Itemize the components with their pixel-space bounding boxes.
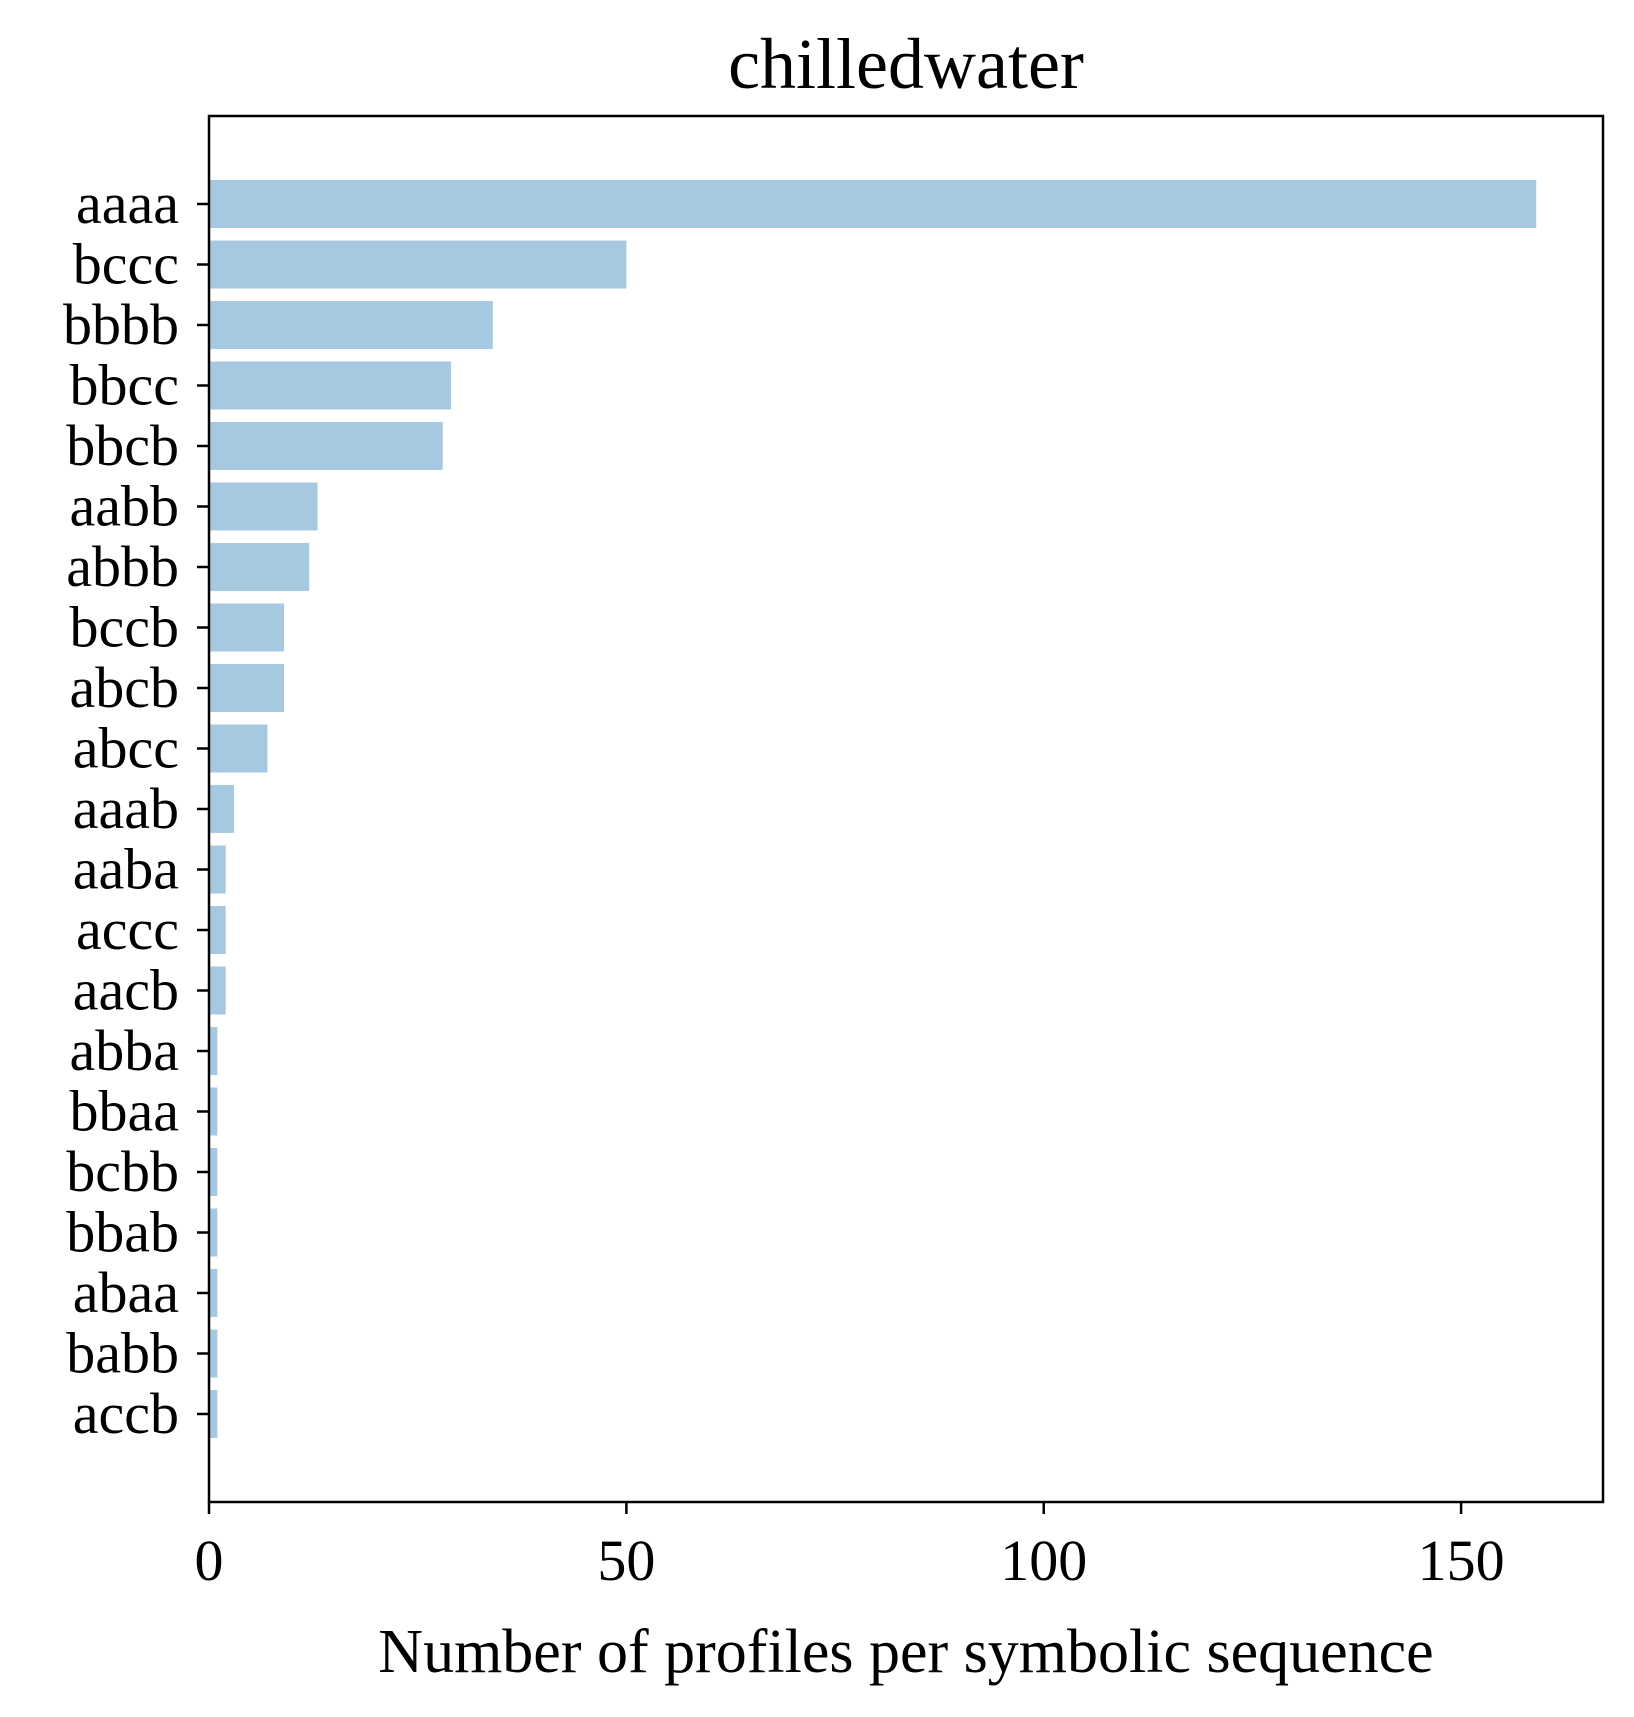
- y-tick-label: aaba: [73, 837, 179, 902]
- bar-bbaa: [209, 1087, 218, 1136]
- y-tick-label: babb: [66, 1321, 179, 1386]
- y-tick-label: bcbb: [66, 1139, 179, 1204]
- y-tick-label: aaab: [73, 776, 179, 841]
- x-tick-label: 150: [1418, 1528, 1505, 1593]
- y-tick-label: bbab: [66, 1200, 179, 1265]
- y-tick-label: abcc: [73, 716, 179, 781]
- bar-bccb: [209, 603, 285, 652]
- bar-abcb: [209, 664, 285, 712]
- y-tick-label: bccb: [70, 595, 180, 660]
- bar-bbbb: [209, 301, 493, 349]
- bar-aacb: [209, 966, 226, 1015]
- y-tick-label: bbaa: [70, 1079, 180, 1144]
- bar-bcbb: [209, 1148, 218, 1196]
- chart-title: chilledwater: [728, 24, 1084, 104]
- bar-abaa: [209, 1269, 218, 1317]
- bar-aaba: [209, 845, 226, 894]
- bar-bccc: [209, 240, 627, 289]
- y-tick-label: abba: [70, 1018, 180, 1083]
- y-tick-label: abbb: [66, 534, 179, 599]
- bar-abbb: [209, 543, 310, 591]
- y-tick-label: abcb: [70, 655, 180, 720]
- plot-frame: [207, 114, 1605, 1504]
- bar-aaaa: [209, 180, 1537, 228]
- y-axis-ticks: aaaabcccbbbbbbccbbcbaabbabbbbccbabcbabcc…: [63, 171, 209, 1446]
- x-tick-label: 50: [597, 1528, 655, 1593]
- bar-aaab: [209, 785, 235, 833]
- y-tick-label: bbcc: [70, 353, 180, 418]
- y-tick-label: bccc: [73, 232, 179, 297]
- bar-abba: [209, 1027, 218, 1075]
- y-tick-label: bbbb: [63, 292, 179, 357]
- x-tick-label: 0: [195, 1528, 224, 1593]
- bar-bbcc: [209, 361, 452, 410]
- y-tick-label: bbcb: [66, 413, 179, 478]
- bar-abcc: [209, 724, 268, 773]
- y-tick-label: aabb: [70, 474, 180, 539]
- y-tick-label: aaaa: [76, 171, 179, 236]
- x-axis-label: Number of profiles per symbolic sequence: [378, 1618, 1433, 1686]
- y-tick-label: aacb: [73, 958, 179, 1023]
- x-axis-ticks: 0 50 100 150: [195, 1502, 1505, 1593]
- x-tick-label: 100: [1000, 1528, 1087, 1593]
- bar-bbcb: [209, 422, 443, 470]
- bar-aabb: [209, 482, 318, 531]
- y-tick-label: accc: [76, 897, 179, 962]
- bars: [209, 180, 1537, 1438]
- bar-babb: [209, 1329, 218, 1378]
- y-tick-label: abaa: [73, 1260, 179, 1325]
- bar-bbab: [209, 1208, 218, 1257]
- bar-accb: [209, 1390, 218, 1438]
- bar-accc: [209, 906, 226, 954]
- y-tick-label: accb: [73, 1381, 179, 1446]
